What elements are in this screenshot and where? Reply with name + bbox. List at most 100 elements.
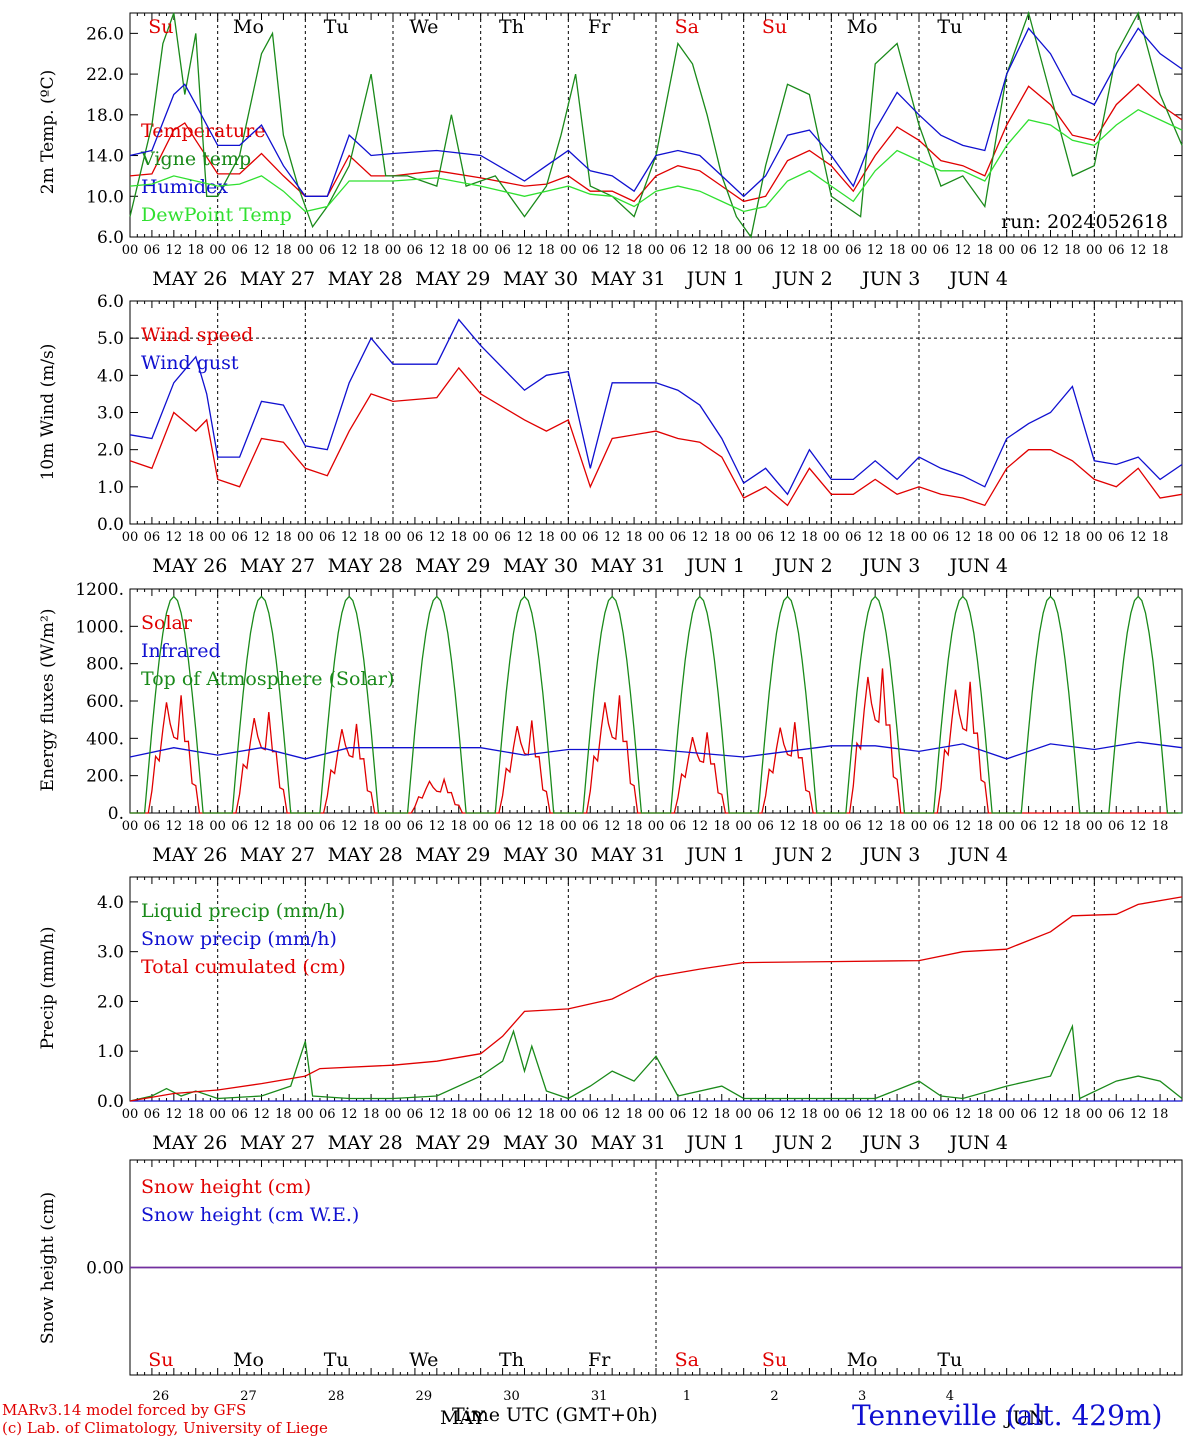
- credit-line-1: MARv3.14 model forced by GFS: [2, 1401, 247, 1419]
- energy-hour-label: 00: [648, 819, 665, 834]
- wind-hour-label: 00: [472, 530, 489, 545]
- wind-hour-label: 12: [166, 530, 183, 545]
- precip-legend-item: Total cumulated (cm): [141, 956, 346, 978]
- temp-hour-label: 18: [450, 243, 467, 258]
- energy-hour-label: 18: [626, 819, 643, 834]
- wind-ytick-label: 2.0: [97, 441, 124, 461]
- bottom-day-number: 3: [858, 1389, 866, 1404]
- precip-day-label: MAY 29: [415, 1132, 490, 1154]
- wind-ytick-label: 0.0: [97, 515, 124, 535]
- wind-hour-label: 00: [911, 530, 928, 545]
- precip-legend-item: Liquid precip (mm/h): [141, 900, 345, 922]
- temp-hour-label: 06: [407, 243, 424, 258]
- temp-series-humidex: [129, 27, 1183, 198]
- temp-hour-label: 18: [1152, 243, 1169, 258]
- wind-hour-label: 06: [845, 530, 862, 545]
- precip-hour-label: 18: [801, 1107, 818, 1122]
- precip-hour-label: 12: [429, 1107, 446, 1122]
- wind-hour-label: 18: [1064, 530, 1081, 545]
- precip-hour-label: 00: [560, 1107, 577, 1122]
- energy-hour-label: 06: [1020, 819, 1037, 834]
- temp-day-label: MAY 26: [152, 268, 227, 290]
- precip-ytick-label: 4.0: [97, 893, 124, 913]
- wind-hour-label: 18: [363, 530, 380, 545]
- wind-series-wind-speed: [129, 366, 1183, 507]
- precip-hour-label: 06: [231, 1107, 248, 1122]
- wind-hour-label: 18: [626, 530, 643, 545]
- wind-hour-label: 06: [407, 530, 424, 545]
- wind-hour-label: 06: [757, 530, 774, 545]
- bottom-day-number: 1: [683, 1389, 691, 1404]
- snow-ylabel: Snow height (cm): [38, 1192, 58, 1344]
- temp-hour-label: 00: [472, 243, 489, 258]
- wind-hour-label: 00: [1086, 530, 1103, 545]
- precip-hour-label: 18: [363, 1107, 380, 1122]
- station-name: Tenneville (alt. 429m): [852, 1399, 1163, 1432]
- energy-ytick-label: 400.: [86, 729, 124, 749]
- temp-hour-label: 06: [494, 243, 511, 258]
- weekday-top: Mo: [847, 16, 878, 38]
- temp-hour-label: 00: [735, 243, 752, 258]
- temp-hour-label: 18: [976, 243, 993, 258]
- bottom-day-number: 27: [240, 1389, 257, 1404]
- precip-day-label: MAY 31: [591, 1132, 666, 1154]
- energy-hour-label: 06: [319, 819, 336, 834]
- wind-hour-label: 06: [144, 530, 161, 545]
- energy-hour-label: 12: [429, 819, 446, 834]
- precip-hour-label: 18: [1152, 1107, 1169, 1122]
- wind-day-label: MAY 31: [591, 555, 666, 577]
- energy-hour-label: 00: [297, 819, 314, 834]
- precip-day-label: JUN 2: [772, 1132, 832, 1154]
- energy-hour-label: 06: [670, 819, 687, 834]
- energy-hour-label: 06: [231, 819, 248, 834]
- wind-hour-label: 12: [867, 530, 884, 545]
- energy-day-label: MAY 28: [328, 844, 403, 866]
- energy-hour-label: 18: [801, 819, 818, 834]
- weekday-bottom: Su: [762, 1349, 787, 1371]
- precip-day-label: MAY 26: [152, 1132, 227, 1154]
- wind-hour-label: 12: [1130, 530, 1147, 545]
- wind-hour-label: 12: [604, 530, 621, 545]
- energy-series-top-of-atmosphere-solar-: [130, 595, 1182, 814]
- wind-hour-label: 00: [823, 530, 840, 545]
- precip-hour-label: 00: [998, 1107, 1015, 1122]
- wind-hour-label: 00: [385, 530, 402, 545]
- energy-hour-label: 00: [560, 819, 577, 834]
- wind-day-label: MAY 28: [328, 555, 403, 577]
- precip-hour-label: 12: [166, 1107, 183, 1122]
- wind-hour-label: 12: [1042, 530, 1059, 545]
- weekday-bottom: Th: [499, 1349, 524, 1371]
- temp-hour-label: 06: [933, 243, 950, 258]
- run-label: run: 2024052618: [1001, 211, 1168, 233]
- precip-ytick-label: 3.0: [97, 943, 124, 963]
- precip-hour-label: 06: [494, 1107, 511, 1122]
- weekday-top: Mo: [233, 16, 264, 38]
- energy-hour-label: 12: [166, 819, 183, 834]
- weekday-top: Su: [762, 16, 787, 38]
- temp-ytick-label: 22.0: [86, 65, 124, 85]
- energy-ylabel: Energy fluxes (W/m²): [38, 609, 58, 792]
- x-axis-title: Time UTC (GMT+0h): [452, 1404, 658, 1426]
- bottom-month-jun: JUN: [1003, 1407, 1045, 1429]
- snow-ytick-label: 0.00: [86, 1259, 124, 1279]
- bottom-day-number: 30: [503, 1389, 520, 1404]
- temp-day-label: MAY 29: [415, 268, 490, 290]
- temp-hour-label: 06: [231, 243, 248, 258]
- wind-legend-item: Wind gust: [141, 352, 239, 374]
- wind-ytick-label: 3.0: [97, 404, 124, 424]
- wind-hour-label: 18: [275, 530, 292, 545]
- precip-hour-label: 12: [253, 1107, 270, 1122]
- wind-hour-label: 12: [516, 530, 533, 545]
- snow-legend-item: Snow height (cm): [141, 1176, 311, 1198]
- temp-hour-label: 00: [209, 243, 226, 258]
- wind-ytick-label: 6.0: [97, 292, 124, 312]
- temp-hour-label: 00: [823, 243, 840, 258]
- energy-day-label: MAY 30: [503, 844, 578, 866]
- wind-hour-label: 12: [779, 530, 796, 545]
- precip-hour-label: 12: [955, 1107, 972, 1122]
- energy-hour-label: 06: [582, 819, 599, 834]
- wind-hour-label: 06: [582, 530, 599, 545]
- wind-day-label: MAY 27: [240, 555, 315, 577]
- temp-hour-label: 00: [1086, 243, 1103, 258]
